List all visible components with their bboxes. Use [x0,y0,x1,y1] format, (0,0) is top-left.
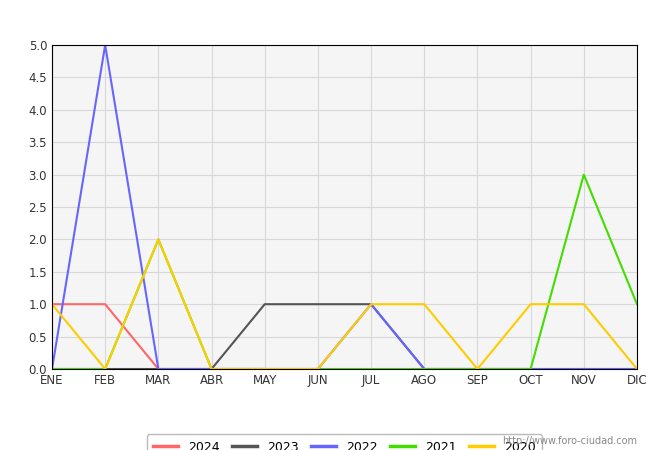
Text: http://www.foro-ciudad.com: http://www.foro-ciudad.com [502,436,637,446]
Text: Matriculaciones de Vehiculos en Guixers: Matriculaciones de Vehiculos en Guixers [143,9,507,27]
Legend: 2024, 2023, 2022, 2021, 2020: 2024, 2023, 2022, 2021, 2020 [147,434,542,450]
